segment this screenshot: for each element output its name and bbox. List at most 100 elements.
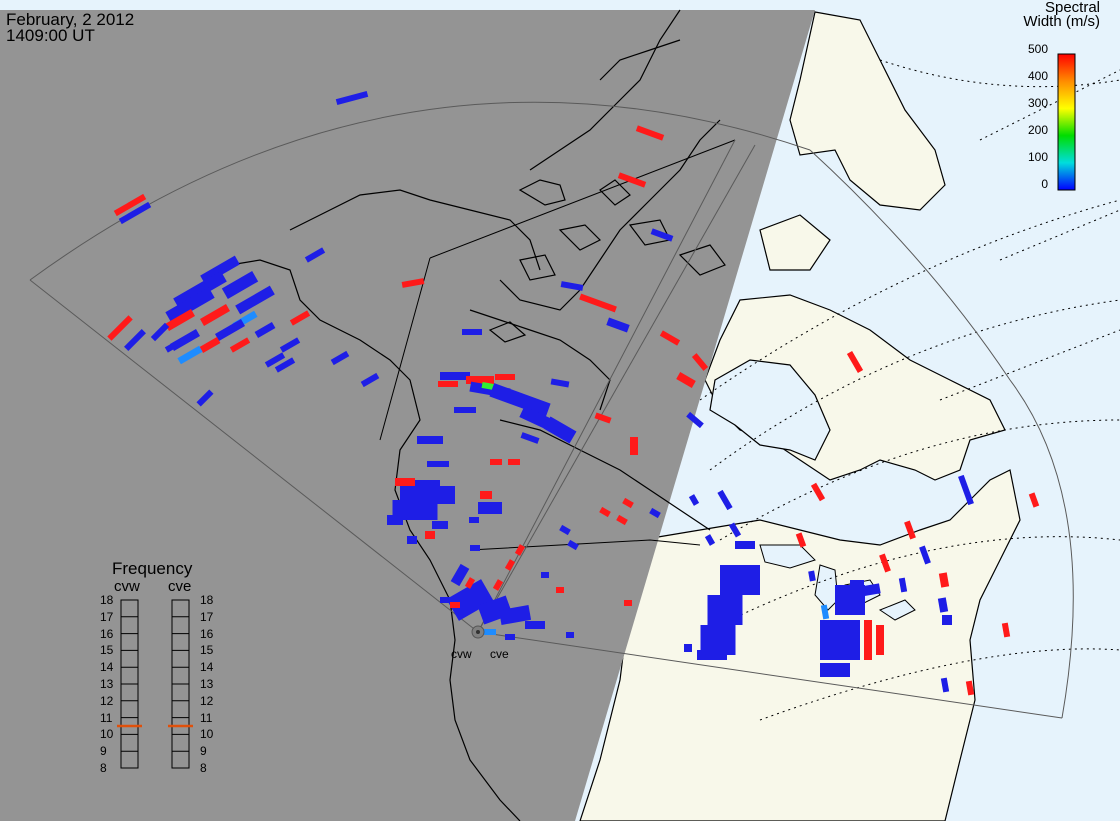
radar-west-label: cvw xyxy=(451,647,472,661)
scatter-cell xyxy=(173,271,227,309)
scatter-cell xyxy=(937,597,949,613)
scatter-cell xyxy=(440,372,470,380)
scatter-cell xyxy=(617,172,647,188)
scatter-cell xyxy=(630,437,638,455)
scatter-cell xyxy=(407,536,417,544)
scatter-cell xyxy=(691,353,709,371)
scatter-cell xyxy=(707,595,743,625)
scatter-cell xyxy=(717,489,733,511)
scatter-cell xyxy=(879,553,891,573)
scatter-cell xyxy=(107,315,133,341)
scatter-cell xyxy=(438,381,458,387)
scatter-cell xyxy=(335,90,369,106)
frequency-tick: 16 xyxy=(100,626,114,641)
cve-frequency-label: cve xyxy=(168,578,192,595)
scatter-cell xyxy=(427,461,449,467)
scatter-cell xyxy=(469,517,479,523)
colorbar-title-line2: Width (m/s) xyxy=(1023,13,1100,30)
scatter-cell xyxy=(165,309,195,331)
scatter-cell xyxy=(795,532,807,548)
scatter-cell xyxy=(919,545,931,565)
scatter-cell xyxy=(492,579,504,591)
scatter-cell xyxy=(200,304,230,326)
scatter-cell xyxy=(820,663,850,677)
frequency-tick: 18 xyxy=(200,593,214,607)
scatter-cell xyxy=(395,478,415,486)
radar-scatter xyxy=(107,90,1040,696)
scatter-cell xyxy=(560,281,584,291)
colorbar-ramp xyxy=(1057,53,1076,191)
scatter-cell xyxy=(820,620,860,660)
scatter-cell xyxy=(850,580,864,600)
borders xyxy=(379,139,736,551)
scatter-cell xyxy=(466,376,494,384)
scatter-cell xyxy=(525,621,545,629)
scatter-cell xyxy=(215,319,245,341)
colorbar xyxy=(1057,53,1076,191)
scatter-cell xyxy=(229,337,251,353)
scatter-cell xyxy=(556,587,564,593)
scatter-cell xyxy=(489,383,551,417)
colorbar-title-line1: Spectral xyxy=(1044,0,1100,16)
scatter-cell xyxy=(387,515,403,525)
scatter-cell xyxy=(616,514,628,526)
frequency-tick: 11 xyxy=(200,710,213,725)
scatter-cell xyxy=(196,389,214,407)
scatter-cell xyxy=(965,680,975,696)
scatter-cell xyxy=(200,255,240,285)
scatter-cell xyxy=(470,545,480,551)
frequency-tick: 14 xyxy=(100,660,114,675)
hudson-bay xyxy=(709,359,831,461)
scatter-cell xyxy=(543,416,577,444)
scatter-cell xyxy=(635,125,665,141)
scatter-cell xyxy=(579,293,617,313)
scatter-cell xyxy=(942,615,952,625)
scatter-cell xyxy=(659,330,681,346)
scatter-cell xyxy=(567,539,579,551)
scatter-cell xyxy=(514,544,526,556)
scatter-cell xyxy=(304,247,326,263)
scatter-cell xyxy=(504,559,516,571)
frequency-tick: 9 xyxy=(100,744,107,759)
scatter-cell xyxy=(650,228,674,242)
frequency-tick: 13 xyxy=(100,677,114,691)
scatter-cell xyxy=(113,193,147,217)
scatter-cell xyxy=(859,583,881,597)
scatter-cell xyxy=(490,459,502,465)
scatter-cell xyxy=(450,563,470,587)
frequency-tick: 17 xyxy=(200,609,214,624)
scatter-cell xyxy=(938,572,950,588)
colorbar-tick: 300 xyxy=(1027,96,1048,110)
scatter-cell xyxy=(164,337,186,353)
scatter-cell xyxy=(686,411,704,429)
scatter-cell xyxy=(124,329,146,351)
frequency-tick: 11 xyxy=(100,710,113,725)
date-label: February, 2 2012 xyxy=(6,10,135,29)
scatter-cell xyxy=(289,310,311,326)
scatter-cell xyxy=(541,572,549,578)
frequency-tick: 13 xyxy=(200,677,214,691)
scatter-cell xyxy=(446,579,494,621)
colorbar-tick: 500 xyxy=(1027,42,1048,56)
scatter-cell xyxy=(649,507,661,519)
scatter-cell xyxy=(704,534,716,546)
scatter-cell xyxy=(221,271,259,299)
colorbar-tick: 400 xyxy=(1027,69,1048,83)
colorbar-tick: 0 xyxy=(1041,177,1048,191)
scatter-cell xyxy=(864,620,872,660)
scatter-cell xyxy=(958,474,974,506)
scatter-cell xyxy=(498,605,532,625)
colorbar-tick: 100 xyxy=(1027,150,1048,164)
scatter-cell xyxy=(697,650,727,660)
grid-lines xyxy=(699,59,1120,721)
frequency-tick: 8 xyxy=(100,761,107,775)
scatter-cell xyxy=(728,522,742,538)
scatter-cell xyxy=(360,372,380,388)
scatter-cell xyxy=(820,604,830,620)
frequency-tick: 14 xyxy=(200,660,214,675)
scatter-cell xyxy=(1028,492,1040,508)
scatter-cell xyxy=(199,336,221,354)
frequency-tick: 8 xyxy=(200,761,207,775)
scatter-cell xyxy=(478,502,502,514)
